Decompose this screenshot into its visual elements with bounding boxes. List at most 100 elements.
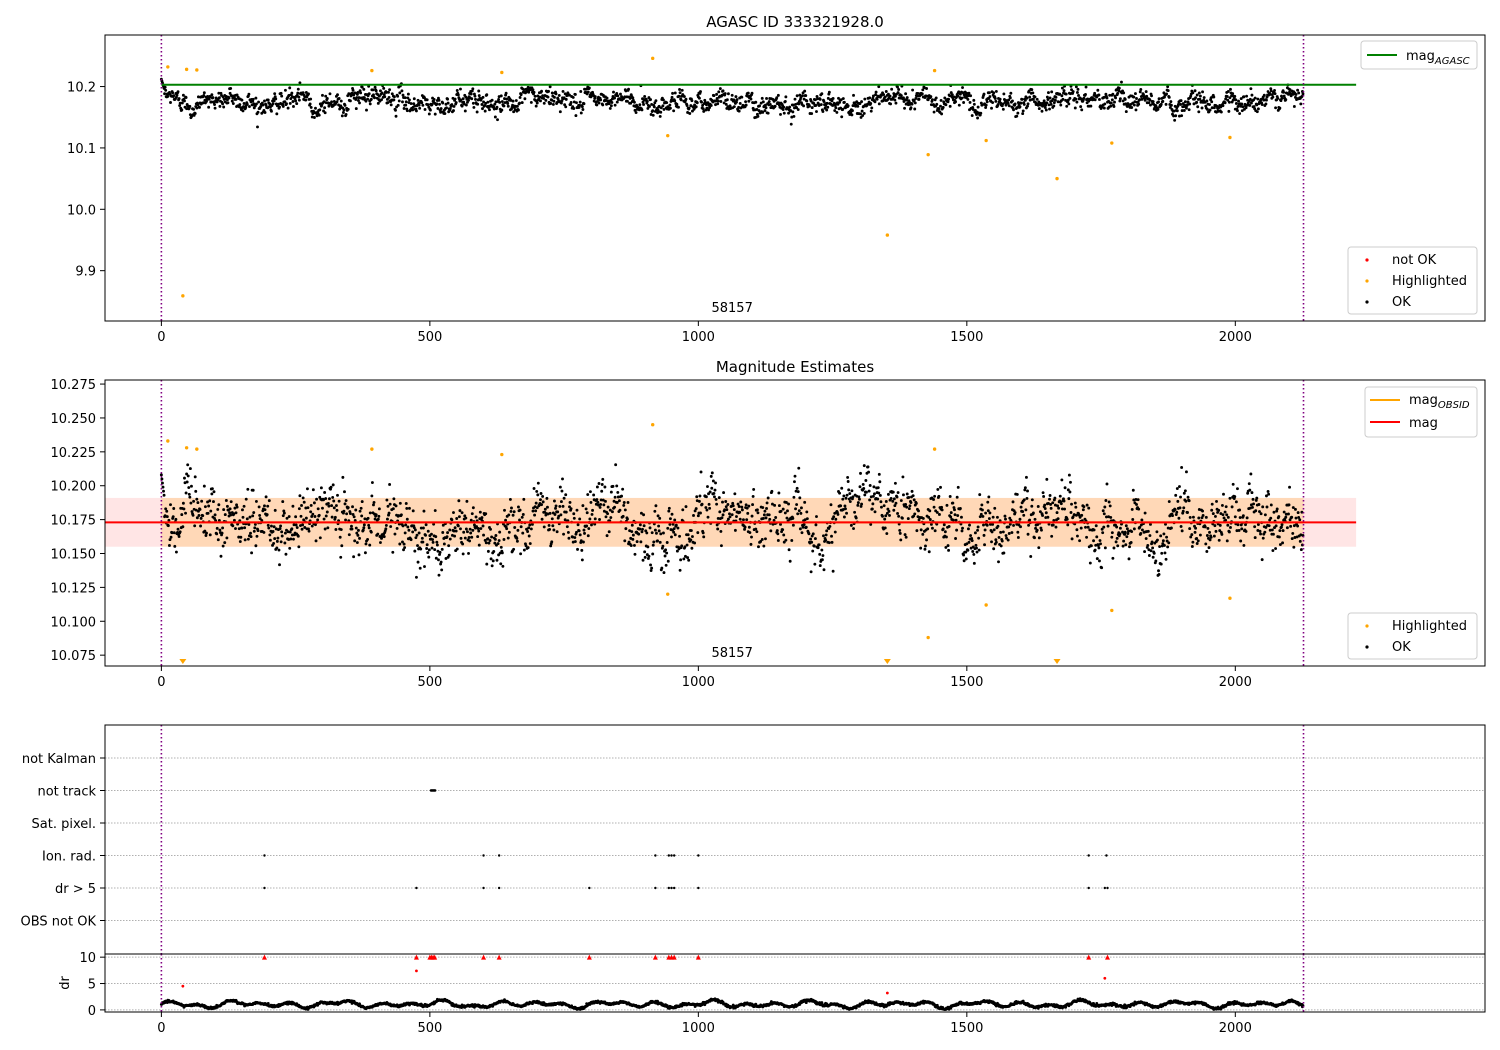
ok-point — [701, 531, 705, 535]
ok-point — [1173, 508, 1177, 512]
ok-point — [242, 102, 246, 105]
ok-point — [953, 508, 956, 512]
ok-point — [338, 107, 342, 111]
ok-point — [195, 497, 199, 501]
ok-point — [913, 101, 917, 105]
ok-point — [653, 509, 657, 513]
ok-point — [937, 107, 941, 111]
ok-point — [435, 102, 439, 106]
panel-agasc-legend-points: not OK Highlighted OK — [1347, 246, 1478, 315]
ok-point — [990, 530, 994, 534]
ok-point — [452, 104, 456, 108]
ok-point — [483, 104, 487, 108]
ok-point — [1269, 89, 1273, 93]
ok-point — [363, 551, 367, 555]
ok-point — [323, 491, 327, 494]
ok-point — [721, 500, 724, 504]
ok-point — [1290, 537, 1294, 541]
ok-point — [267, 499, 271, 503]
ok-point — [416, 560, 420, 564]
ok-point — [654, 504, 658, 508]
ok-point — [580, 105, 584, 109]
ok-point — [759, 101, 763, 105]
ok-point — [902, 96, 905, 100]
ok-point — [266, 504, 270, 508]
ok-point — [863, 97, 867, 101]
ok-point — [297, 98, 301, 102]
ok-point — [1255, 496, 1259, 500]
ok-point — [285, 516, 289, 520]
ok-point — [707, 502, 711, 506]
legend-ok: OK — [1392, 295, 1411, 310]
ok-point — [654, 99, 658, 103]
ok-point — [798, 527, 802, 531]
ok-point — [432, 98, 436, 101]
ok-point — [425, 543, 429, 547]
ok-point — [439, 107, 443, 111]
ok-point — [235, 505, 239, 509]
ok-point — [556, 97, 560, 101]
ok-point — [431, 538, 434, 541]
ok-point — [464, 516, 468, 520]
ok-point — [805, 510, 809, 514]
ok-point — [629, 544, 633, 547]
ok-point — [687, 558, 691, 562]
ok-point — [401, 100, 404, 104]
ok-point — [740, 95, 744, 99]
ok-point — [831, 569, 835, 573]
ok-point — [761, 506, 765, 509]
highlighted-point — [184, 67, 189, 72]
flag-category-label: Sat. pixel. — [32, 817, 96, 832]
ok-point — [1296, 524, 1300, 528]
ok-point — [858, 485, 862, 489]
ok-point — [617, 499, 621, 503]
x-tick-label: 1500 — [950, 675, 983, 690]
ok-point — [221, 544, 225, 548]
ok-point — [242, 504, 246, 508]
ok-point — [868, 498, 872, 502]
ok-point — [409, 102, 413, 106]
ok-point — [332, 499, 336, 503]
ok-point — [367, 523, 371, 527]
ok-point — [956, 485, 960, 489]
ok-point — [599, 498, 603, 502]
ok-point — [820, 92, 824, 96]
ok-point — [887, 509, 891, 513]
ok-point — [169, 101, 172, 104]
ok-point — [1270, 93, 1274, 97]
ok-point — [697, 499, 701, 503]
y-tick-label: 10.175 — [51, 514, 97, 529]
ok-point — [506, 102, 510, 105]
ok-point — [1067, 473, 1071, 477]
ok-point — [1279, 99, 1283, 103]
ok-point — [788, 559, 792, 563]
ok-point — [216, 538, 220, 542]
ok-point — [581, 108, 585, 111]
ok-point — [667, 509, 671, 513]
ok-point — [208, 499, 212, 503]
ok-point — [809, 570, 813, 574]
ok-point — [337, 97, 341, 100]
ok-point — [912, 98, 916, 102]
ok-point — [1169, 103, 1173, 107]
ok-point — [1110, 98, 1114, 102]
ok-point — [1117, 89, 1121, 93]
ok-point — [164, 507, 168, 511]
ok-point — [826, 96, 830, 100]
ok-point — [542, 525, 546, 529]
ok-point — [460, 511, 464, 515]
ok-point — [612, 499, 616, 503]
ok-point — [1025, 496, 1029, 500]
ok-point — [661, 531, 665, 535]
ok-point — [558, 504, 562, 508]
ok-point — [648, 526, 652, 530]
ok-point — [312, 501, 316, 505]
ok-point — [430, 103, 434, 106]
ok-point — [719, 100, 723, 103]
ok-point — [1224, 505, 1228, 509]
ok-point — [782, 105, 786, 109]
ok-point — [615, 100, 619, 104]
ok-point — [291, 504, 295, 508]
ok-point — [766, 496, 770, 500]
